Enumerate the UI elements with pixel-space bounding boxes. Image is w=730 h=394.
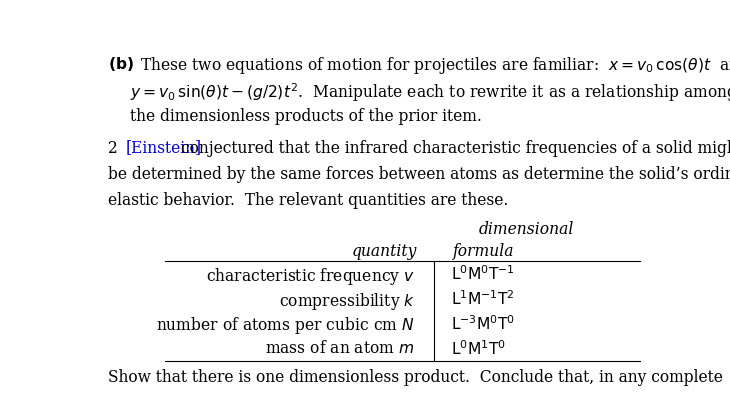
Text: $\mathrm{L}^1\mathrm{M}^{-1}\mathrm{T}^2$: $\mathrm{L}^1\mathrm{M}^{-1}\mathrm{T}^2…: [450, 291, 514, 309]
Text: conjectured that the infrared characteristic frequencies of a solid might: conjectured that the infrared characteri…: [180, 139, 730, 156]
Text: $\mathrm{L}^0\mathrm{M}^0\mathrm{T}^{-1}$: $\mathrm{L}^0\mathrm{M}^0\mathrm{T}^{-1}…: [450, 266, 514, 284]
Text: quantity: quantity: [351, 243, 417, 260]
Text: $\mathbf{(b)}$: $\mathbf{(b)}$: [108, 55, 134, 73]
Text: 2: 2: [108, 139, 118, 156]
Text: Show that there is one dimensionless product.  Conclude that, in any complete: Show that there is one dimensionless pro…: [108, 368, 723, 386]
Text: the dimensionless products of the prior item.: the dimensionless products of the prior …: [130, 108, 482, 125]
Text: be determined by the same forces between atoms as determine the solid’s ordinary: be determined by the same forces between…: [108, 166, 730, 183]
Text: $\mathrm{L}^0\mathrm{M}^1\mathrm{T}^0$: $\mathrm{L}^0\mathrm{M}^1\mathrm{T}^0$: [450, 340, 505, 359]
Text: These two equations of motion for projectiles are familiar:  $x = v_0\,\cos(\the: These two equations of motion for projec…: [140, 55, 730, 76]
Text: characteristic frequency $v$: characteristic frequency $v$: [206, 266, 415, 287]
Text: dimensional: dimensional: [479, 221, 575, 238]
Text: $\mathrm{L}^{-3}\mathrm{M}^0\mathrm{T}^0$: $\mathrm{L}^{-3}\mathrm{M}^0\mathrm{T}^0…: [450, 316, 515, 334]
Text: compressibility $k$: compressibility $k$: [279, 291, 415, 312]
Text: elastic behavior.  The relevant quantities are these.: elastic behavior. The relevant quantitie…: [108, 192, 509, 209]
Text: mass of an atom $m$: mass of an atom $m$: [266, 340, 415, 357]
Text: $y = v_0\,\sin(\theta)t - (g/2)t^2$.  Manipulate each to rewrite it as a relatio: $y = v_0\,\sin(\theta)t - (g/2)t^2$. Man…: [130, 81, 730, 104]
Text: formula: formula: [453, 243, 515, 260]
Text: number of atoms per cubic cm $N$: number of atoms per cubic cm $N$: [156, 316, 415, 336]
Text: [Einstein]: [Einstein]: [126, 139, 201, 156]
